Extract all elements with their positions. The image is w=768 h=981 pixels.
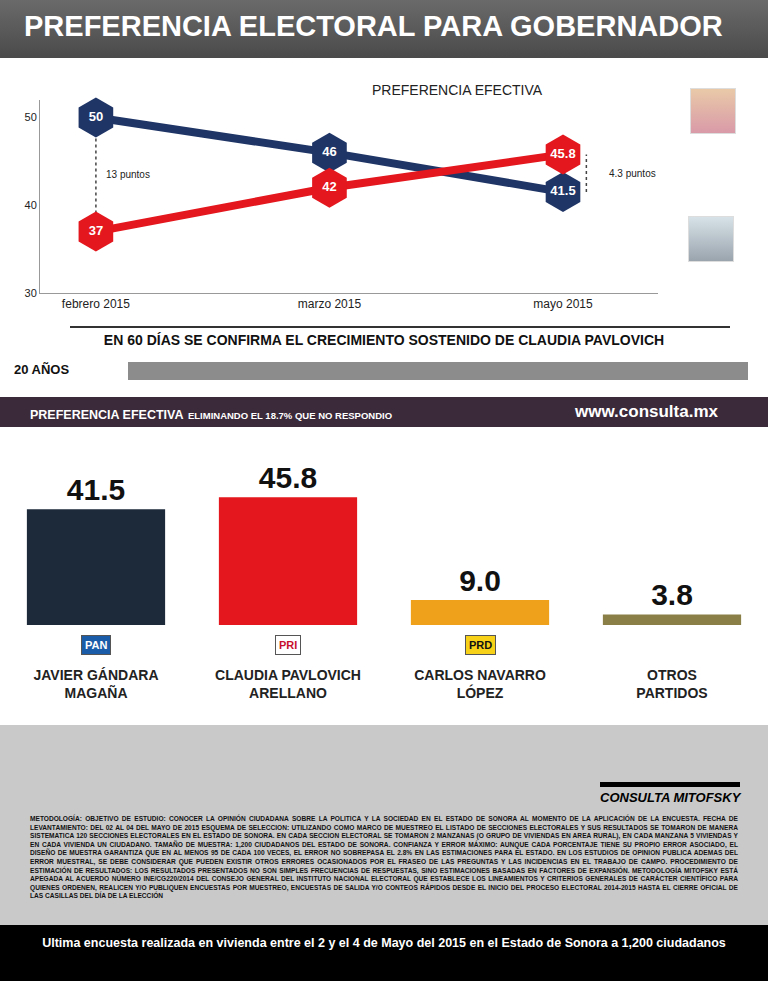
html-text:PREFERENCIA EFECTIVA ELIMINAND: PREFERENCIA EFECTIVA ELIMINANDO EL 18.7%… bbox=[30, 408, 393, 422]
svg-text:PRI: PRI bbox=[279, 639, 297, 651]
svg-text:40: 40 bbox=[25, 199, 37, 211]
svg-text:CARLOS NAVARROLÓPEZ: CARLOS NAVARROLÓPEZ bbox=[414, 667, 546, 701]
svg-text:4.3 puntos: 4.3 puntos bbox=[609, 168, 656, 179]
svg-text:41.5: 41.5 bbox=[67, 473, 125, 506]
svg-text:9.0: 9.0 bbox=[459, 564, 501, 597]
svg-text:febrero 2015: febrero 2015 bbox=[62, 297, 130, 311]
svg-text:JAVIER GÁNDARAMAGAÑA: JAVIER GÁNDARAMAGAÑA bbox=[34, 667, 159, 701]
svg-text:PRD: PRD bbox=[469, 639, 492, 651]
svg-text:30: 30 bbox=[25, 287, 37, 299]
svg-text:50: 50 bbox=[25, 111, 37, 123]
svg-text:mayo 2015: mayo 2015 bbox=[533, 297, 593, 311]
svg-text:42: 42 bbox=[322, 179, 336, 194]
svg-text:50: 50 bbox=[89, 109, 103, 124]
svg-text:45.8: 45.8 bbox=[550, 146, 575, 161]
svg-text:13 puntos: 13 puntos bbox=[106, 169, 150, 180]
svg-text:37: 37 bbox=[89, 223, 103, 238]
html-text:20 AÑOS: 20 AÑOS bbox=[14, 362, 70, 377]
html-text:www.consulta.mx: www.consulta.mx bbox=[575, 402, 718, 421]
html-text:Ultima encuesta realizada en v: Ultima encuesta realizada en vivienda en… bbox=[42, 936, 726, 950]
html-text:PREFERENCIA ELECTORAL PARA GOB: PREFERENCIA ELECTORAL PARA GOBERNADOR bbox=[24, 10, 723, 42]
svg-text:CLAUDIA PAVLOVICHARELLANO: CLAUDIA PAVLOVICHARELLANO bbox=[215, 667, 361, 701]
svg-text:PREFERENCIA EFECTIVA: PREFERENCIA EFECTIVA bbox=[372, 82, 543, 98]
svg-text:45.8: 45.8 bbox=[259, 461, 317, 494]
svg-text:41.5: 41.5 bbox=[550, 183, 575, 198]
svg-text:46: 46 bbox=[322, 144, 336, 159]
svg-text:3.8: 3.8 bbox=[651, 578, 693, 611]
html-text:EN 60 DÍAS SE CONFIRMA EL CREC: EN 60 DÍAS SE CONFIRMA EL CRECIMIENTO SO… bbox=[103, 332, 665, 348]
svg-text:marzo 2015: marzo 2015 bbox=[298, 297, 362, 311]
html-text:METODOLOGÍA: OBJETIVO DE ESTUD: METODOLOGÍA: OBJETIVO DE ESTUDIO: CONOCE… bbox=[30, 815, 738, 900]
html-text:CONSULTA MITOFSKY: CONSULTA MITOFSKY bbox=[600, 790, 741, 805]
svg-text:PAN: PAN bbox=[85, 639, 107, 651]
svg-text:OTROSPARTIDOS: OTROSPARTIDOS bbox=[636, 667, 707, 701]
